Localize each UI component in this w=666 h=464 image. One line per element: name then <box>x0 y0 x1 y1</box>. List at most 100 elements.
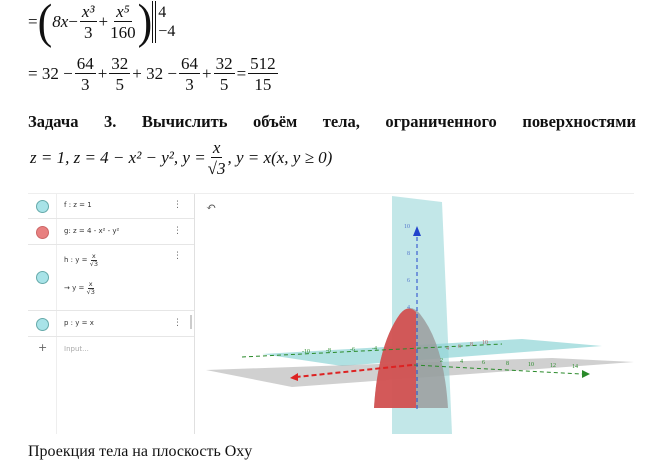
num: 64 <box>74 54 96 74</box>
algebra-view: f : z = 1 ⋮ g: z = 4 - x² - y² ⋮ h : y =… <box>28 194 195 434</box>
result: → y = x √3 <box>64 281 95 295</box>
y-tick: -10 <box>302 349 310 355</box>
paraboloid <box>374 308 416 408</box>
more-menu-icon[interactable]: ⋮ <box>173 200 182 210</box>
num: 32 <box>213 54 235 74</box>
den: 3 <box>83 23 93 42</box>
word: Задача <box>28 112 79 131</box>
word: ограниченного <box>385 112 497 131</box>
word: Вычислить <box>141 112 228 131</box>
x-tick: 4 <box>446 346 449 352</box>
expression[interactable]: g: z = 4 - x² - y² <box>64 227 120 235</box>
prefix: → y = <box>64 284 85 292</box>
num: x <box>210 138 223 158</box>
text: z = 1, z = 4 − x² − y², y = <box>30 148 206 167</box>
fraction: 32 5 <box>109 55 131 93</box>
z-tick: 6 <box>407 278 410 284</box>
undo-icon[interactable]: ↶ <box>206 200 217 214</box>
den: 15 <box>254 75 272 94</box>
y-tick: 14 <box>572 364 578 370</box>
word: 3. <box>103 112 117 131</box>
z-tick: 4 <box>407 305 410 311</box>
equals: = <box>28 12 38 31</box>
z-arrow-icon <box>413 226 421 236</box>
algebra-row-g[interactable]: g: z = 4 - x² - y² ⋮ <box>28 219 194 245</box>
op: − <box>68 12 78 31</box>
term: 8x <box>52 12 69 31</box>
y-axis <box>413 364 583 375</box>
x-arrow-icon <box>290 373 298 381</box>
more-menu-icon[interactable]: ⋮ <box>173 226 182 236</box>
expression[interactable]: p : y = x <box>64 319 94 327</box>
op: + <box>97 64 108 83</box>
z-tick: 8 <box>407 251 410 257</box>
fraction: x √3 <box>90 253 98 267</box>
x-axis <box>295 364 413 378</box>
text: , y = x(x, y ≥ 0) <box>227 148 333 167</box>
paren: ) <box>137 0 153 49</box>
more-menu-icon[interactable]: ⋮ <box>173 318 182 328</box>
fraction: 512 15 <box>248 55 278 93</box>
num: 64 <box>178 54 200 74</box>
den: 3 <box>80 75 90 94</box>
scene-3d <box>206 196 634 434</box>
input-field[interactable]: Input... <box>64 345 89 353</box>
prefix: h : y = <box>64 256 88 264</box>
y-tick: 8 <box>506 361 509 367</box>
num: x <box>87 280 94 289</box>
scrollbar[interactable] <box>190 315 192 329</box>
visibility-toggle[interactable] <box>36 226 49 239</box>
upper-limit: 4 <box>158 3 167 21</box>
algebra-input-row[interactable]: + Input... <box>28 337 194 361</box>
expression[interactable]: f : z = 1 <box>64 201 92 209</box>
visibility-toggle[interactable] <box>36 200 49 213</box>
x-tick: 8 <box>470 342 473 348</box>
y-tick: -6 <box>350 347 355 353</box>
visibility-toggle[interactable] <box>36 271 49 284</box>
num: x⁵ <box>114 2 132 22</box>
graphics-3d-view[interactable]: ↶ 10 8 6 4 -10 -8 -6 -4 2 4 6 8 10 12 14… <box>202 194 634 434</box>
word: поверхностями <box>522 112 636 131</box>
text: = 32 − <box>28 64 73 83</box>
op: = <box>236 64 247 83</box>
y-tick: -4 <box>372 346 377 352</box>
text: + 32 − <box>132 64 177 83</box>
figure-caption: Проекция тела на плоскость Oxy <box>28 443 253 460</box>
y-tick: -8 <box>326 348 331 354</box>
add-icon[interactable]: + <box>38 341 48 354</box>
y-arrow-icon <box>582 370 590 378</box>
geogebra-screenshot: f : z = 1 ⋮ g: z = 4 - x² - y² ⋮ h : y =… <box>28 193 634 434</box>
fraction: x √3 <box>208 139 226 177</box>
visibility-toggle[interactable] <box>36 318 49 331</box>
den: 160 <box>110 23 136 42</box>
num: 512 <box>248 54 278 74</box>
algebra-row-f[interactable]: f : z = 1 ⋮ <box>28 194 194 219</box>
expression[interactable]: h : y = x √3 <box>64 253 98 267</box>
op: + <box>98 12 109 31</box>
y-tick: 4 <box>460 359 463 365</box>
fraction: 64 3 <box>74 54 96 94</box>
more-menu-icon[interactable]: ⋮ <box>173 251 182 261</box>
y-tick: 2 <box>440 358 443 364</box>
den: √3 <box>86 287 95 296</box>
lower-limit: −4 <box>158 23 176 40</box>
word: тела, <box>322 112 360 131</box>
divider <box>56 194 57 434</box>
y-axis-back <box>241 343 503 358</box>
surfaces-formula: z = 1, z = 4 − x² − y², y = x √3 , y = x(… <box>30 136 332 180</box>
paren: ( <box>37 0 53 49</box>
algebra-row-p[interactable]: p : y = x ⋮ <box>28 311 194 337</box>
fraction: x √3 <box>87 281 95 295</box>
fraction: x³ 3 <box>79 3 97 42</box>
den: 5 <box>219 75 229 94</box>
algebra-row-h[interactable]: h : y = x √3 → y = x √3 ⋮ <box>28 245 194 311</box>
x-tick: 6 <box>458 344 461 350</box>
x-tick: 10 <box>482 340 488 346</box>
task-heading: Задача 3. Вычислить объём тела, ограниче… <box>28 112 636 132</box>
word: объём <box>253 112 298 131</box>
op: + <box>201 64 212 83</box>
den: √3 <box>207 159 226 178</box>
limits: 4 −4 <box>158 3 175 41</box>
den: 3 <box>185 75 194 94</box>
den: √3 <box>89 259 98 268</box>
